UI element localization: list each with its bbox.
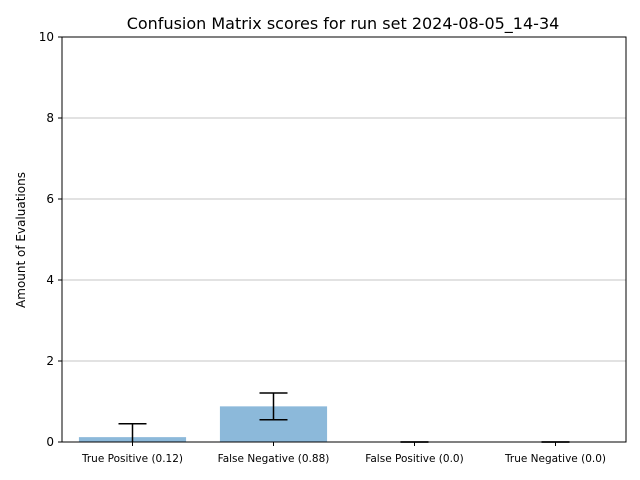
y-tick-label: 0 (46, 435, 54, 449)
error-bars (118, 392, 570, 443)
y-tick-label: 8 (46, 111, 54, 125)
chart-title: Confusion Matrix scores for run set 2024… (127, 14, 560, 34)
y-axis-label: Amount of Evaluations (14, 172, 28, 308)
x-tick-label: True Positive (0.12) (81, 453, 183, 465)
y-tick-label: 10 (39, 30, 54, 44)
grid-lines (62, 117, 626, 362)
y-axis-ticks: 0 2 4 6 8 10 (39, 30, 62, 449)
x-axis-ticks: True Positive (0.12) False Negative (0.88… (81, 442, 606, 465)
y-tick-label: 4 (46, 273, 54, 287)
x-tick-label: True Negative (0.0) (504, 453, 606, 465)
y-tick-label: 6 (46, 192, 54, 206)
bars (78, 406, 328, 442)
plot-frame (61, 36, 627, 443)
y-tick-label: 2 (46, 354, 54, 368)
x-tick-label: False Positive (0.0) (365, 453, 463, 465)
x-tick-label: False Negative (0.88) (218, 453, 330, 465)
